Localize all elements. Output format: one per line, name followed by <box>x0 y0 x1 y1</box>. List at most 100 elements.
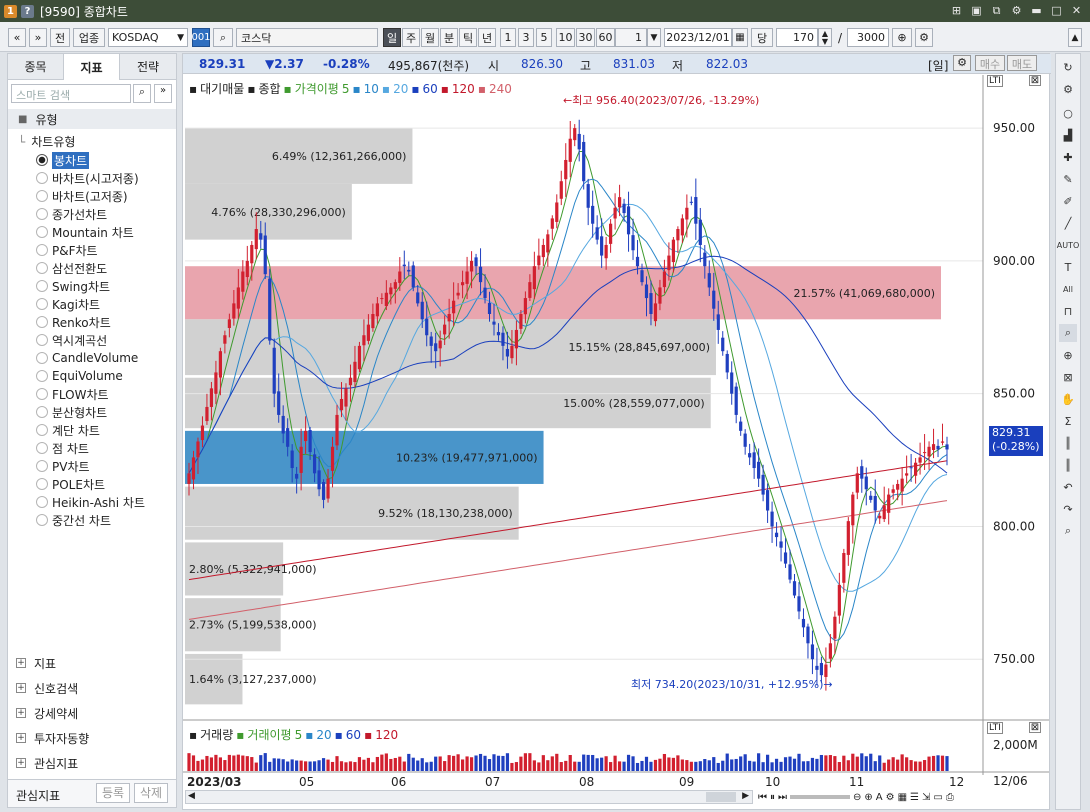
tree-item[interactable]: + 관심지표 <box>16 752 78 774</box>
jeon-button[interactable]: 전 <box>50 28 70 47</box>
expand-plus-icon[interactable]: + <box>16 683 26 693</box>
expand-plus-icon[interactable]: + <box>16 733 26 743</box>
undo-icon[interactable]: ↶ <box>1063 480 1073 494</box>
search-tool-icon[interactable]: ⌕ <box>1064 524 1072 537</box>
interval-1-button[interactable]: 3 <box>518 28 534 47</box>
chart-type-item[interactable]: 바차트(고저종) <box>36 187 128 205</box>
expand-plus-icon[interactable]: + <box>16 658 26 668</box>
redo-icon[interactable]: ↷ <box>1063 502 1073 516</box>
dang-label[interactable]: 당 <box>751 28 773 47</box>
export-icon[interactable]: ⇲ <box>922 791 931 803</box>
interval-5-button[interactable]: 60 <box>596 28 615 47</box>
chart-type-item[interactable]: Kagi차트 <box>36 295 100 313</box>
nav-prev-button[interactable]: « <box>8 28 26 47</box>
interval-3-button[interactable]: 10 <box>556 28 575 47</box>
radio-icon[interactable] <box>36 334 48 346</box>
line-icon[interactable]: ╱ <box>1064 216 1072 230</box>
radio-icon[interactable] <box>36 442 48 454</box>
chart-type-item[interactable]: 역시계곡선 <box>36 331 107 349</box>
print-icon[interactable]: ⎙ <box>945 791 954 803</box>
max-bars-field[interactable]: 3000 <box>847 28 889 47</box>
buy-button[interactable]: 매수 <box>975 55 1005 71</box>
settings-icon[interactable]: ⚙ <box>1011 4 1022 17</box>
chart-type-item[interactable]: 바차트(시고저종) <box>36 169 139 187</box>
chart-type-item[interactable]: Renko차트 <box>36 313 111 331</box>
nav-down-button[interactable]: » <box>29 28 47 47</box>
pause-icon[interactable]: ⏸ <box>770 791 775 803</box>
smart-search-input[interactable]: 스마트 검색 <box>11 84 131 103</box>
radio-icon[interactable] <box>36 298 48 310</box>
code-field[interactable]: 001 <box>191 28 211 47</box>
radio-icon[interactable] <box>36 154 48 166</box>
period-0-button[interactable]: 일 <box>383 28 401 47</box>
radio-icon[interactable] <box>36 316 48 328</box>
refresh-icon[interactable]: ↻ <box>1063 60 1073 74</box>
radio-icon[interactable] <box>36 262 48 274</box>
upjong-button[interactable]: 업종 <box>73 28 105 47</box>
chart-type-item[interactable]: FLOW차트 <box>36 385 109 403</box>
gear-tool-icon[interactable]: ⚙ <box>1063 82 1073 96</box>
count-chevron-icon[interactable]: ▼ <box>647 28 661 47</box>
pen-icon[interactable]: ✎ <box>1063 172 1073 186</box>
section-header[interactable]: ■ 유형 <box>8 109 176 129</box>
tab-jipyo[interactable]: 지표 <box>64 54 120 80</box>
tree-item[interactable]: + 신호검색 <box>16 677 78 699</box>
zoom-icon[interactable]: ⊕ <box>892 28 912 47</box>
volume-tool-icon[interactable]: LTI <box>987 722 1003 734</box>
expand-plus-icon[interactable]: + <box>16 758 26 768</box>
auto-line-icon[interactable]: AUTO <box>1056 240 1080 250</box>
window-icon[interactable]: ▭ <box>933 791 943 803</box>
radio-icon[interactable] <box>36 208 48 220</box>
text-icon[interactable]: T <box>1064 260 1072 274</box>
calendar-icon[interactable]: ▦ <box>732 28 748 47</box>
radio-icon[interactable] <box>36 388 48 400</box>
date-field[interactable]: 2023/12/01 <box>664 28 732 47</box>
gear-small-icon[interactable]: ⚙ <box>885 791 895 803</box>
radio-icon[interactable] <box>36 172 48 184</box>
circle-icon[interactable]: ○ <box>1063 106 1073 120</box>
interval-0-button[interactable]: 1 <box>500 28 516 47</box>
interval-2-button[interactable]: 5 <box>536 28 552 47</box>
brush-icon[interactable]: ✐ <box>1063 194 1073 208</box>
zoom-out-icon[interactable]: ⊖ <box>853 791 862 803</box>
search-icon[interactable]: ⌕ <box>213 28 233 47</box>
period-1-button[interactable]: 주 <box>402 28 420 47</box>
bars2-icon[interactable]: ║ <box>1064 458 1072 472</box>
chart-type-item[interactable]: EquiVolume <box>36 367 123 385</box>
radio-icon[interactable] <box>36 226 48 238</box>
sell-button[interactable]: 매도 <box>1007 55 1037 71</box>
first-icon[interactable]: ⏮ <box>758 791 767 803</box>
pane-tool-icon[interactable]: LTI <box>987 75 1003 87</box>
radio-icon[interactable] <box>36 406 48 418</box>
pattern-icon[interactable]: ⊠ <box>1063 370 1073 384</box>
radio-icon[interactable] <box>36 352 48 364</box>
chart-type-item[interactable]: P&F차트 <box>36 241 98 259</box>
chart-type-item[interactable]: POLE차트 <box>36 475 105 493</box>
chart-icon[interactable]: ▟ <box>1063 128 1073 142</box>
sigma-icon[interactable]: Σ <box>1064 414 1072 428</box>
chart-type-item[interactable]: 분산형차트 <box>36 403 107 421</box>
radio-icon[interactable] <box>36 244 48 256</box>
radio-icon[interactable] <box>36 280 48 292</box>
crosshair-icon[interactable]: ✚ <box>1063 150 1073 164</box>
font-icon[interactable]: A <box>875 791 883 803</box>
save-icon[interactable]: ▣ <box>971 4 982 17</box>
chart-type-item[interactable]: 종가선차트 <box>36 205 107 223</box>
chart-type-item[interactable]: Swing차트 <box>36 277 110 295</box>
count-field[interactable]: 1 <box>615 28 647 47</box>
list-icon[interactable]: ☰ <box>910 791 920 803</box>
tab-jongmok[interactable]: 종목 <box>8 54 64 80</box>
scroll-left-icon[interactable]: ◀ <box>188 791 195 801</box>
expand-plus-icon[interactable]: + <box>16 708 26 718</box>
minimize-icon[interactable]: ▬ <box>1031 4 1042 17</box>
register-button[interactable]: 등록 <box>96 783 130 803</box>
scroll-right-icon[interactable]: ▶ <box>742 791 749 801</box>
tree-item[interactable]: + 투자자동향 <box>16 727 89 749</box>
copy-icon[interactable]: ⧉ <box>992 3 1001 17</box>
delete-button[interactable]: 삭제 <box>134 783 168 803</box>
chart-settings-icon[interactable]: ⚙ <box>953 55 971 71</box>
grid-icon[interactable]: ▦ <box>897 791 908 803</box>
radio-icon[interactable] <box>36 370 48 382</box>
gear-icon[interactable]: ⚙ <box>915 28 933 47</box>
magnet-icon[interactable]: ⊓ <box>1063 304 1073 318</box>
